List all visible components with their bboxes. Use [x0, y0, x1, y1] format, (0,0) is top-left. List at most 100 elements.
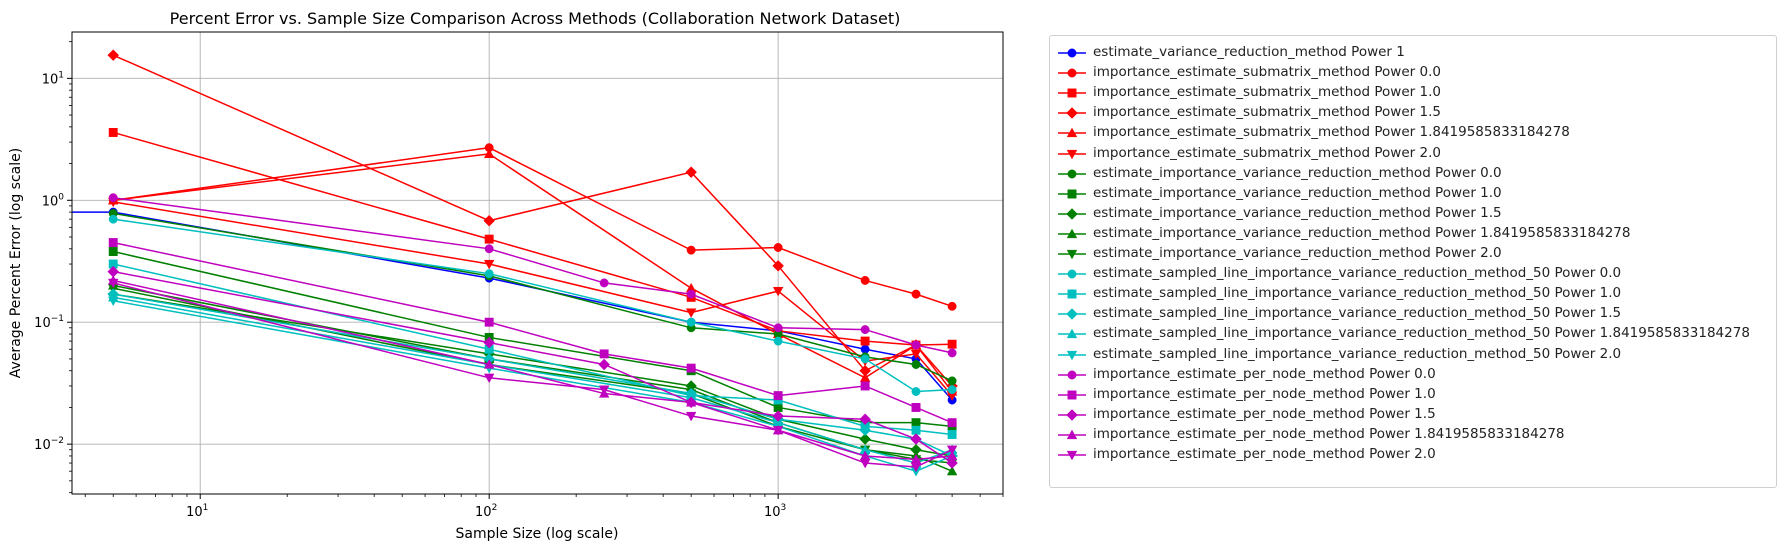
- data-point: [946, 450, 958, 461]
- legend-item: importance_estimate_submatrix_method Pow…: [1050, 63, 1776, 83]
- legend-label: importance_estimate_submatrix_method Pow…: [1093, 144, 1441, 161]
- series-2: [108, 128, 957, 350]
- legend-swatch: [1058, 329, 1086, 339]
- legend-item: importance_estimate_per_node_method Powe…: [1050, 425, 1776, 445]
- chart-title: Percent Error vs. Sample Size Comparison…: [170, 9, 901, 28]
- legend-label: estimate_sampled_line_importance_varianc…: [1093, 305, 1622, 322]
- legend-item: estimate_importance_variance_reduction_m…: [1050, 204, 1776, 224]
- data-point: [107, 278, 119, 289]
- series-1: [108, 143, 957, 311]
- data-point: [686, 289, 696, 299]
- series-line: [113, 196, 953, 354]
- series-line: [113, 282, 953, 468]
- data-point: [859, 458, 871, 469]
- data-point: [859, 372, 871, 382]
- data-point: [911, 360, 921, 369]
- data-point: [773, 391, 783, 401]
- legend-swatch: [1058, 48, 1086, 58]
- y-axis-label: Average Percent Error (log scale): [8, 148, 24, 378]
- legend-item: importance_estimate_submatrix_method Pow…: [1050, 103, 1776, 123]
- legend-label: importance_estimate_per_node_method Powe…: [1093, 405, 1436, 422]
- data-point: [686, 317, 696, 327]
- data-point: [483, 336, 495, 349]
- data-point: [859, 413, 871, 426]
- series-line: [113, 146, 953, 308]
- legend-label: estimate_sampled_line_importance_varianc…: [1093, 325, 1750, 342]
- data-point: [685, 166, 697, 179]
- data-point: [773, 243, 783, 252]
- data-point: [911, 425, 921, 435]
- legend-label: importance_estimate_submatrix_method Pow…: [1093, 64, 1441, 81]
- data-point: [947, 348, 957, 358]
- series-line: [113, 270, 953, 464]
- data-point: [947, 385, 957, 395]
- data-point: [773, 336, 783, 346]
- legend-swatch: [1058, 207, 1086, 220]
- data-point: [860, 381, 870, 391]
- legend-label: estimate_importance_variance_reduction_m…: [1093, 204, 1502, 221]
- data-point: [860, 336, 870, 346]
- legend-item: importance_estimate_submatrix_method Pow…: [1050, 144, 1776, 164]
- legend-item: estimate_sampled_line_importance_varianc…: [1050, 264, 1776, 284]
- data-point: [107, 49, 120, 61]
- legend-item: importance_estimate_submatrix_method Pow…: [1050, 123, 1776, 143]
- series-line: [113, 263, 953, 436]
- data-point: [484, 317, 494, 327]
- data-point: [483, 259, 495, 270]
- legend-swatch: [1058, 228, 1086, 239]
- legend-label: estimate_importance_variance_reduction_m…: [1093, 184, 1502, 201]
- legend-label: importance_estimate_submatrix_method Pow…: [1093, 124, 1570, 141]
- data-point: [860, 354, 870, 364]
- legend-label: importance_estimate_per_node_method Powe…: [1093, 425, 1565, 442]
- data-point: [860, 325, 870, 335]
- legend-swatch: [1058, 370, 1086, 380]
- data-point: [860, 276, 870, 285]
- series-line: [113, 279, 953, 461]
- data-point: [772, 410, 784, 422]
- data-point: [685, 308, 697, 318]
- x-tick-label: 101: [186, 503, 208, 520]
- legend-label: estimate_variance_reduction_method Power…: [1093, 44, 1405, 60]
- data-point: [946, 465, 958, 476]
- legend-item: importance_estimate_per_node_method Powe…: [1050, 365, 1776, 385]
- data-point: [107, 296, 119, 307]
- legend-swatch: [1058, 68, 1086, 78]
- y-tick-label: 10−1: [34, 314, 64, 331]
- legend-swatch: [1058, 289, 1086, 299]
- series-line: [113, 153, 953, 393]
- series-17: [108, 238, 957, 428]
- data-point: [860, 344, 870, 354]
- x-tick-label: 103: [764, 503, 786, 520]
- legend-swatch: [1058, 429, 1086, 440]
- legend-label: estimate_sampled_line_importance_varianc…: [1093, 345, 1622, 362]
- legend-item: estimate_sampled_line_importance_varianc…: [1050, 304, 1776, 324]
- legend-swatch: [1058, 189, 1086, 199]
- data-point: [859, 424, 871, 437]
- legend-swatch: [1058, 450, 1086, 461]
- legend-item: importance_estimate_per_node_method Powe…: [1050, 405, 1776, 425]
- data-point: [911, 289, 921, 299]
- plot-frame: [71, 31, 1004, 495]
- legend-label: importance_estimate_submatrix_method Pow…: [1093, 104, 1441, 121]
- data-point: [483, 214, 495, 227]
- legend-label: estimate_sampled_line_importance_varianc…: [1093, 285, 1622, 302]
- legend-item: estimate_importance_variance_reduction_m…: [1050, 164, 1776, 184]
- series-3: [107, 49, 958, 392]
- data-point: [686, 245, 696, 255]
- series-11: [108, 214, 957, 396]
- data-point: [686, 363, 696, 373]
- data-point: [911, 387, 921, 396]
- data-point: [108, 128, 118, 137]
- legend-swatch: [1058, 408, 1086, 421]
- y-tick-label: 101: [42, 70, 64, 87]
- legend-label: importance_estimate_per_node_method Powe…: [1093, 446, 1436, 462]
- data-point: [108, 214, 118, 224]
- legend-label: importance_estimate_per_node_method Powe…: [1093, 385, 1436, 402]
- data-point: [484, 244, 494, 254]
- data-point: [947, 430, 957, 439]
- y-tick-label: 10−2: [34, 436, 64, 453]
- legend-item: estimate_sampled_line_importance_varianc…: [1050, 284, 1776, 304]
- series-19: [107, 275, 958, 464]
- data-point: [108, 238, 118, 248]
